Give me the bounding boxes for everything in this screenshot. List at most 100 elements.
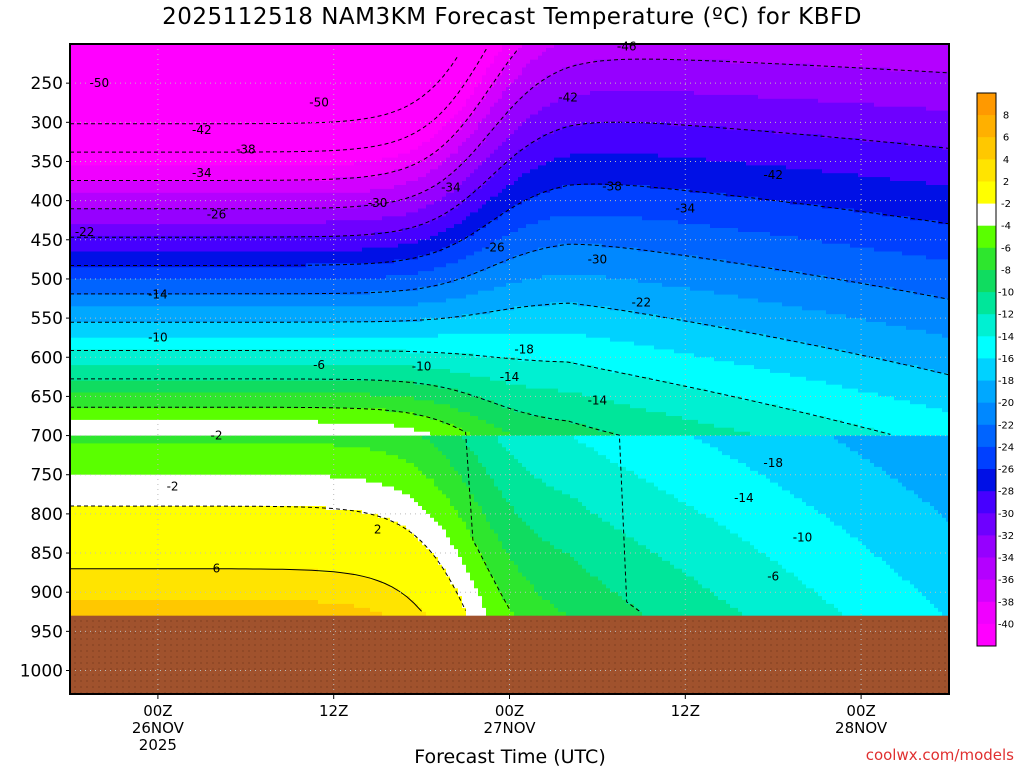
temperature-cell <box>94 126 99 131</box>
temperature-cell <box>154 302 159 307</box>
temperature-cell <box>106 423 111 429</box>
temperature-cell <box>174 560 179 566</box>
temperature-cell <box>138 63 143 69</box>
temperature-cell <box>202 271 207 276</box>
temperature-cell <box>70 607 75 613</box>
temperature-cell <box>78 110 83 116</box>
temperature-cell <box>114 463 119 468</box>
temperature-cell <box>190 560 195 566</box>
temperature-cell <box>118 365 123 370</box>
temperature-cell <box>102 611 107 617</box>
temperature-cell <box>78 545 83 550</box>
temperature-cell <box>122 603 127 609</box>
temperature-cell <box>78 459 83 464</box>
temperature-cell <box>186 59 191 65</box>
temperature-cell <box>142 557 147 562</box>
temperature-cell <box>134 396 139 401</box>
temperature-cell <box>150 502 155 507</box>
temperature-cell <box>82 220 87 225</box>
temperature-cell <box>138 349 143 354</box>
temperature-cell <box>150 353 155 358</box>
temperature-cell <box>202 592 207 597</box>
temperature-cell <box>170 188 175 194</box>
temperature-cell <box>106 67 111 72</box>
temperature-cell <box>130 232 135 237</box>
temperature-cell <box>174 173 179 178</box>
temperature-cell <box>130 294 135 300</box>
temperature-cell <box>82 329 87 335</box>
temperature-cell <box>146 408 151 413</box>
temperature-cell <box>186 369 191 374</box>
temperature-cell <box>146 494 151 499</box>
temperature-cell <box>162 255 167 260</box>
temperature-cell <box>110 247 115 253</box>
temperature-cell <box>170 455 175 460</box>
temperature-cell <box>170 314 175 319</box>
temperature-cell <box>190 423 195 429</box>
temperature-cell <box>186 290 191 296</box>
temperature-cell <box>190 553 195 558</box>
temperature-cell <box>146 75 151 80</box>
temperature-cell <box>106 185 111 190</box>
temperature-cell <box>74 216 79 221</box>
temperature-cell <box>82 153 87 159</box>
temperature-cell <box>162 592 167 597</box>
temperature-cell <box>170 494 175 499</box>
temperature-cell <box>142 361 147 366</box>
temperature-cell <box>158 306 163 311</box>
temperature-cell <box>70 498 75 503</box>
temperature-cell <box>114 490 119 495</box>
temperature-cell <box>194 408 199 413</box>
temperature-cell <box>106 177 111 182</box>
temperature-cell <box>90 439 95 444</box>
temperature-cell <box>106 545 111 550</box>
temperature-cell <box>174 63 179 69</box>
temperature-cell <box>138 372 143 378</box>
temperature-cell <box>130 447 135 452</box>
temperature-cell <box>118 380 123 386</box>
temperature-cell <box>174 423 179 429</box>
temperature-cell <box>134 525 139 531</box>
temperature-cell <box>110 67 115 72</box>
temperature-cell <box>162 474 167 480</box>
temperature-cell <box>130 333 135 339</box>
temperature-cell <box>186 177 191 182</box>
temperature-cell <box>166 67 171 72</box>
temperature-cell <box>150 220 155 225</box>
temperature-cell <box>178 557 183 562</box>
temperature-cell <box>182 333 187 339</box>
temperature-cell <box>198 208 203 213</box>
temperature-cell <box>198 557 203 562</box>
temperature-cell <box>86 490 91 495</box>
temperature-cell <box>142 91 147 96</box>
temperature-cell <box>198 204 203 209</box>
temperature-cell <box>74 232 79 237</box>
temperature-cell <box>178 263 183 268</box>
temperature-cell <box>130 138 135 143</box>
temperature-cell <box>138 427 143 433</box>
temperature-cell <box>154 455 159 460</box>
temperature-cell <box>114 400 119 405</box>
temperature-cell <box>190 521 195 527</box>
temperature-cell <box>70 580 75 585</box>
temperature-cell <box>138 525 143 531</box>
temperature-cell <box>190 545 195 550</box>
temperature-cell <box>158 110 163 116</box>
temperature-cell <box>138 208 143 213</box>
temperature-cell <box>70 306 75 311</box>
temperature-cell <box>90 302 95 307</box>
temperature-cell <box>126 341 131 347</box>
temperature-cell <box>154 165 159 170</box>
temperature-cell <box>82 341 87 347</box>
temperature-cell <box>190 259 195 264</box>
temperature-cell <box>134 588 139 593</box>
temperature-cell <box>182 110 187 116</box>
temperature-cell <box>74 337 79 343</box>
temperature-cell <box>70 408 75 413</box>
temperature-cell <box>70 588 75 593</box>
temperature-cell <box>158 408 163 413</box>
temperature-cell <box>190 153 195 159</box>
temperature-cell <box>94 603 99 609</box>
temperature-cell <box>194 208 199 213</box>
temperature-cell <box>90 275 95 280</box>
